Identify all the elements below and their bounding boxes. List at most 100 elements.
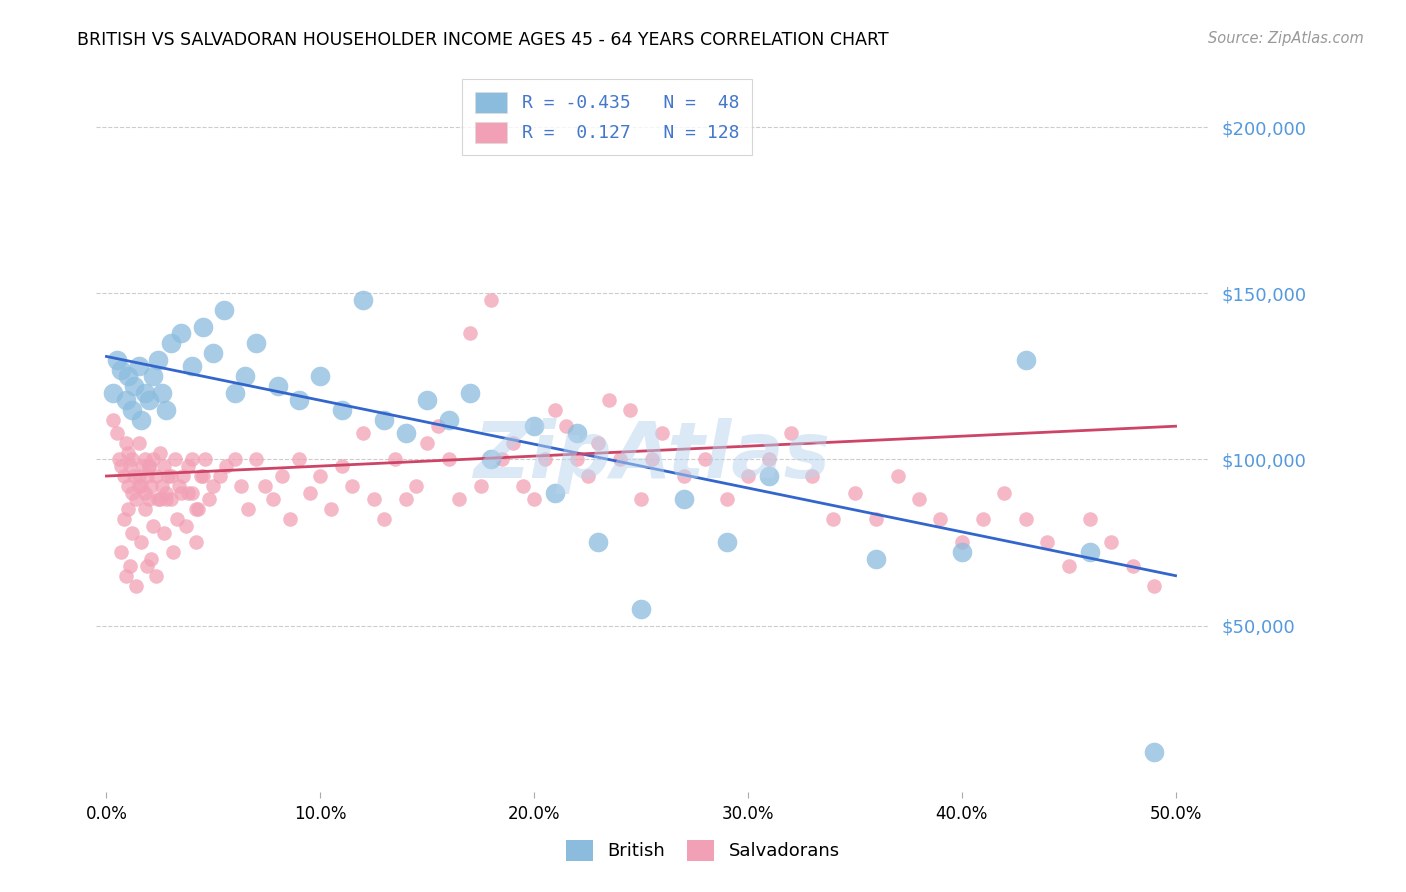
Point <box>150 479 173 493</box>
Point <box>266 379 288 393</box>
Point <box>245 452 267 467</box>
Point <box>129 535 152 549</box>
Point <box>502 435 524 450</box>
Point <box>1078 512 1101 526</box>
Point <box>114 392 136 407</box>
Point <box>110 545 132 559</box>
Point <box>598 392 620 407</box>
Point <box>128 359 150 374</box>
Point <box>523 492 546 507</box>
Point <box>236 502 259 516</box>
Point <box>128 435 150 450</box>
Point <box>215 459 238 474</box>
Point <box>758 452 780 467</box>
Point <box>533 452 555 467</box>
Point <box>929 512 952 526</box>
Point <box>136 558 159 573</box>
Point <box>159 469 181 483</box>
Point <box>319 502 342 516</box>
Point <box>191 319 214 334</box>
Point <box>1015 512 1038 526</box>
Point <box>105 425 128 440</box>
Point <box>153 525 176 540</box>
Point <box>149 492 172 507</box>
Point <box>110 459 132 474</box>
Point <box>212 302 235 317</box>
Point <box>630 602 652 616</box>
Point <box>993 485 1015 500</box>
Point <box>352 425 374 440</box>
Point <box>950 535 973 549</box>
Point <box>865 512 887 526</box>
Point <box>1143 745 1166 759</box>
Point <box>162 545 184 559</box>
Point <box>141 479 163 493</box>
Point <box>181 485 204 500</box>
Point <box>342 479 364 493</box>
Point <box>479 293 502 307</box>
Point <box>134 502 156 516</box>
Point <box>117 369 139 384</box>
Legend: R = -0.435   N =  48, R =  0.127   N = 128: R = -0.435 N = 48, R = 0.127 N = 128 <box>463 79 752 155</box>
Point <box>141 552 163 566</box>
Point <box>565 425 588 440</box>
Point <box>395 492 418 507</box>
Point <box>373 412 395 426</box>
Point <box>1078 545 1101 559</box>
Point <box>118 558 141 573</box>
Point <box>416 392 439 407</box>
Point <box>479 452 502 467</box>
Point <box>458 326 481 341</box>
Point <box>172 469 194 483</box>
Point <box>288 452 311 467</box>
Point <box>134 452 156 467</box>
Point <box>512 479 534 493</box>
Point <box>437 412 460 426</box>
Point <box>121 485 143 500</box>
Point <box>101 412 124 426</box>
Point <box>950 545 973 559</box>
Legend: British, Salvadorans: British, Salvadorans <box>557 830 849 870</box>
Point <box>114 435 136 450</box>
Point <box>177 459 200 474</box>
Point <box>157 469 180 483</box>
Point <box>134 485 156 500</box>
Point <box>886 469 908 483</box>
Point <box>145 568 167 582</box>
Point <box>458 386 481 401</box>
Point <box>288 392 311 407</box>
Point <box>449 492 471 507</box>
Point <box>416 435 439 450</box>
Point <box>641 452 664 467</box>
Point <box>105 352 128 367</box>
Point <box>112 512 135 526</box>
Point <box>1143 579 1166 593</box>
Point <box>1036 535 1059 549</box>
Point <box>586 435 609 450</box>
Point <box>758 469 780 483</box>
Point <box>128 479 150 493</box>
Point <box>190 469 212 483</box>
Point <box>716 492 738 507</box>
Point <box>1122 558 1144 573</box>
Point <box>174 519 197 533</box>
Point <box>330 402 353 417</box>
Point <box>114 568 136 582</box>
Point <box>132 459 155 474</box>
Point <box>523 419 546 434</box>
Point <box>101 386 124 401</box>
Point <box>117 502 139 516</box>
Point <box>208 469 231 483</box>
Point <box>129 479 152 493</box>
Point <box>801 469 824 483</box>
Point <box>202 479 225 493</box>
Text: ZipAtlas: ZipAtlas <box>474 418 830 494</box>
Point <box>235 369 257 384</box>
Point <box>576 469 599 483</box>
Point <box>544 485 567 500</box>
Point <box>136 469 159 483</box>
Point <box>555 419 578 434</box>
Point <box>309 369 332 384</box>
Point <box>262 492 284 507</box>
Point <box>134 386 156 401</box>
